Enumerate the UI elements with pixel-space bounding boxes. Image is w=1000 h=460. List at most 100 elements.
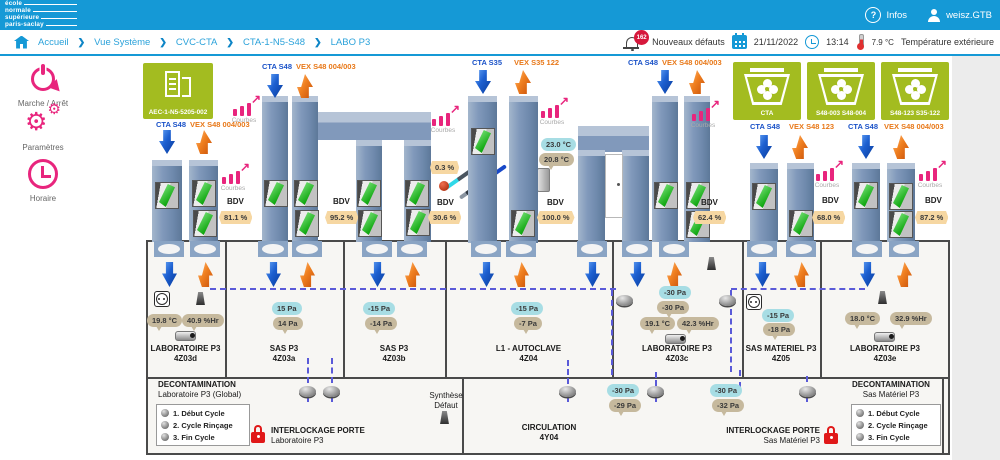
ceiling-register: [397, 241, 427, 257]
ceiling-register: [190, 241, 220, 257]
damper-valve: [405, 180, 429, 207]
cycle-step-label: 3. Fin Cycle: [868, 432, 910, 442]
duct-label: VEX S48 004/003: [884, 122, 944, 131]
ahu-unit-button[interactable]: S48-003 S48-004: [807, 62, 875, 120]
airflow-arrow-down: [267, 74, 283, 98]
courbes-button[interactable]: ↗ Courbes: [232, 92, 261, 124]
sensor-link-line: [730, 290, 732, 372]
bdv-label: BDV: [822, 196, 839, 205]
sensor-link-line: [806, 376, 808, 402]
air-duct: [787, 163, 814, 242]
logo-line: supérieure: [5, 14, 77, 22]
building-icon: [165, 71, 180, 97]
user-name: weisz.GTB: [946, 9, 992, 21]
breadcrumb-item[interactable]: Vue Système: [94, 36, 151, 48]
trend-arrow-icon: ↗: [833, 157, 844, 171]
circulation-name: CIRCULATION: [521, 423, 577, 432]
courbes-button[interactable]: ↗ Courbes: [431, 102, 460, 134]
cycle-step: 3. Fin Cycle: [852, 431, 940, 443]
alerts-label: Nouveaux défauts: [652, 37, 725, 47]
interlock-title: INTERLOCKAGE PORTE: [726, 426, 820, 435]
courbes-button[interactable]: ↗ Courbes: [221, 160, 250, 192]
room-sensor-icon: [878, 291, 887, 304]
room-label: L1 - AUTOCLAVE 4Z04: [445, 344, 612, 364]
pressure-reference-line: [731, 288, 865, 290]
courbes-label: Courbes: [430, 127, 456, 134]
sensor-link-line: [611, 290, 613, 375]
sensor-body-icon: [537, 168, 550, 192]
chart-bar-icon: [222, 177, 226, 184]
infos-button[interactable]: Infos: [865, 7, 907, 23]
user-menu[interactable]: weisz.GTB: [927, 8, 992, 22]
zone-divider: [146, 377, 950, 379]
cycle-step: 2. Cycle Rinçage: [852, 419, 940, 431]
room-name: LABORATOIRE P3: [150, 344, 221, 353]
room-wall: [225, 240, 227, 379]
measurement-badge: 19.1 °C: [640, 317, 676, 334]
courbes-label: Courbes: [690, 122, 716, 129]
measurement-badge: -29 Pa: [609, 399, 642, 416]
airflow-arrow-down: [585, 262, 600, 287]
airflow-arrow-up: [196, 130, 212, 154]
pressure-sensor-icon: [647, 386, 664, 397]
courbes-button[interactable]: ↗ Courbes: [918, 157, 947, 189]
sidebar-item-horaire[interactable]: Horaire: [0, 159, 86, 203]
measurement-badge: -15 Pa: [762, 309, 795, 322]
air-duct: [404, 140, 431, 242]
measurement-badge: 30.6 %: [428, 211, 462, 224]
power-hand-icon: [28, 64, 69, 100]
courbes-label: Courbes: [220, 185, 246, 192]
duct-label: CTA S48: [848, 122, 879, 131]
decontamination-steps-left: 1. Début Cycle 2. Cycle Rinçage 3. Fin Cyc…: [156, 404, 250, 446]
breadcrumb-item[interactable]: CVC-CTA: [175, 36, 218, 48]
breadcrumb-item[interactable]: LABO P3: [330, 36, 371, 48]
current-date: 21/11/2022: [753, 37, 799, 47]
airflow-arrow-up: [893, 135, 909, 159]
bdv-label: BDV: [925, 196, 942, 205]
sidebar-item-parametres[interactable]: ⚙ ⚙ Paramètres: [0, 102, 86, 153]
fan-lid-icon: [824, 68, 858, 72]
ahu-unit-button[interactable]: S48-123 S35-122: [881, 62, 949, 120]
measurement-badge: -30 Pa: [659, 286, 692, 299]
chevron-right-icon: ❯: [226, 36, 234, 47]
decontamination-left-title: DECONTAMINATION Laboratoire P3 (Global): [158, 380, 241, 400]
chart-bar-icon: [555, 105, 559, 118]
damper-valve: [654, 182, 678, 209]
damper-valve: [686, 211, 710, 238]
room-name: SAS P3: [379, 344, 409, 353]
courbes-button[interactable]: ↗ Courbes: [691, 97, 720, 129]
decontamination-subtitle: Sas Matériel P3: [862, 390, 920, 399]
measurement-badge: 95.2 %: [325, 211, 359, 224]
airflow-arrow-down: [860, 262, 875, 287]
courbes-button[interactable]: ↗ Courbes: [815, 157, 844, 189]
fan-blade-icon: [762, 90, 772, 100]
decontamination-steps-right: 1. Début Cycle 2. Cycle Rinçage 3. Fin Cyc…: [851, 404, 941, 446]
courbes-button[interactable]: ↗ Courbes: [540, 94, 569, 126]
room-code: 4Z03a: [272, 354, 296, 363]
measurement-badge: -32 Pa: [712, 399, 745, 416]
air-duct: [652, 96, 678, 242]
chart-bar-icon: [247, 103, 251, 116]
measurement-badge: -7 Pa: [514, 317, 542, 334]
plant-unit-button[interactable]: AEC-1-N5-5205-002: [143, 63, 213, 119]
air-duct: [750, 163, 778, 242]
breadcrumb-item[interactable]: CTA-1-N5-S48: [242, 36, 306, 48]
home-icon[interactable]: [14, 35, 29, 49]
room-label: SAS P3 4Z03b: [343, 344, 445, 364]
alerts-button[interactable]: 162: [623, 30, 650, 51]
air-duct: [356, 140, 382, 242]
interlock-title: INTERLOCKAGE PORTE: [271, 426, 365, 435]
breadcrumb-item[interactable]: Accueil: [38, 36, 69, 48]
ahu-unit-button[interactable]: CTA: [733, 62, 801, 120]
airflow-arrow-down: [479, 262, 494, 287]
air-duct: [622, 150, 649, 242]
damper-valve: [155, 182, 179, 209]
airflow-arrow-up: [198, 262, 213, 287]
airflow-arrow-up: [514, 262, 529, 287]
outlet-icon: [746, 294, 762, 310]
measurement-badge: 87.2 %: [915, 211, 949, 224]
sidebar-item-marche-arret[interactable]: Marche / Arrêt: [0, 64, 86, 108]
airflow-arrow-up: [405, 262, 420, 287]
measurement-badge: 23.0 °C: [541, 138, 577, 151]
